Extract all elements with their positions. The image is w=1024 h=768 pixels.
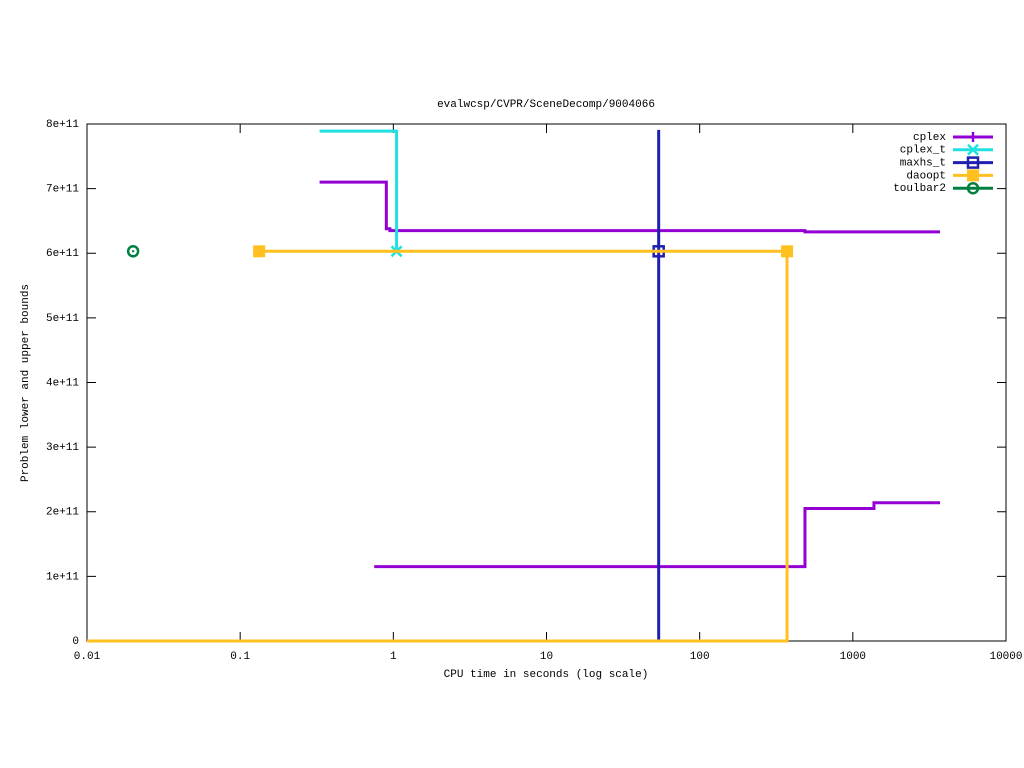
- legend-label: cplex_t: [900, 145, 946, 157]
- y-tick-label: 2e+11: [46, 507, 79, 519]
- x-tick-label: 0.1: [230, 651, 250, 663]
- x-tick-label: 0.01: [74, 651, 101, 663]
- marker-shape: [966, 156, 980, 169]
- series-line: [87, 249, 789, 643]
- x-tick-label: 1000: [840, 651, 866, 663]
- x-tick-label: 10000: [989, 651, 1022, 663]
- marker-shape: [781, 245, 794, 258]
- y-tick-label: 8e+11: [46, 119, 79, 131]
- legend-label: maxhs_t: [900, 158, 946, 170]
- y-axis-label: Problem lower and upper bounds: [20, 284, 32, 482]
- x-tick-label: 1: [390, 651, 397, 663]
- y-tick-label: 6e+11: [46, 248, 79, 260]
- marker-shape: [126, 245, 140, 258]
- x-tick-label: 100: [690, 651, 710, 663]
- y-tick-label: 4e+11: [46, 377, 79, 389]
- marker-shape: [131, 250, 135, 253]
- marker: [967, 143, 979, 156]
- marker: [966, 181, 980, 195]
- legend-label: cplex: [913, 132, 946, 144]
- chart-title: evalwcsp/CVPR/SceneDecomp/9004066: [437, 99, 655, 111]
- marker: [966, 156, 980, 169]
- y-tick-label: 5e+11: [46, 313, 79, 325]
- marker: [126, 245, 140, 258]
- marker-shape: [967, 143, 979, 156]
- legend-label: toulbar2: [893, 183, 946, 195]
- y-tick-label: 7e+11: [46, 184, 79, 196]
- marker-shape: [253, 245, 266, 258]
- x-tick-label: 10: [540, 651, 553, 663]
- marker-shape: [967, 169, 979, 182]
- marker: [781, 245, 794, 258]
- marker: [967, 169, 979, 182]
- series-line: [319, 129, 399, 252]
- y-tick-label: 3e+11: [46, 442, 79, 454]
- legend-label: daoopt: [906, 170, 946, 182]
- y-tick-label: 0: [72, 636, 79, 648]
- marker-shape: [971, 187, 975, 190]
- series-line: [319, 180, 941, 569]
- marker-shape: [966, 181, 980, 195]
- marker-shape: [968, 132, 978, 142]
- marker: [968, 132, 978, 142]
- y-tick-label: 1e+11: [46, 571, 79, 583]
- marker: [253, 245, 266, 258]
- x-axis-label: CPU time in seconds (log scale): [444, 669, 649, 681]
